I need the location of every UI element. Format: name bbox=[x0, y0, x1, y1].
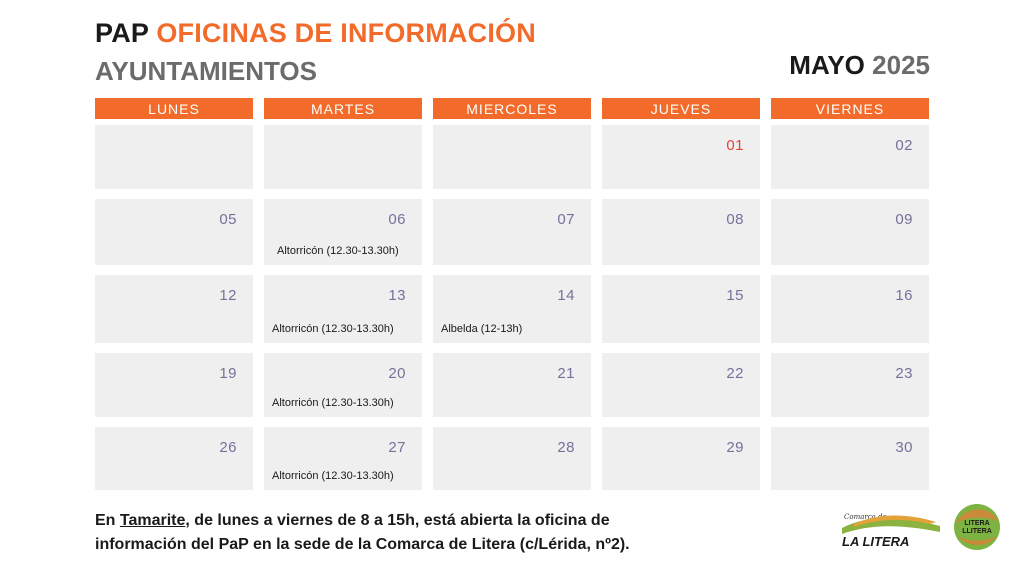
page-title: PAP OFICINAS DE INFORMACIÓN bbox=[95, 18, 536, 49]
day-number: 07 bbox=[557, 211, 575, 228]
day-number: 01 bbox=[726, 137, 744, 154]
calendar-day-cell: 15 bbox=[602, 275, 760, 343]
calendar-day-cell: 14 Albelda (12-13h) bbox=[433, 275, 591, 343]
day-number: 28 bbox=[557, 439, 575, 456]
day-number: 19 bbox=[219, 365, 237, 382]
weekday-header-jueves: JUEVES bbox=[602, 98, 760, 119]
footer-note: En Tamarite, de lunes a viernes de 8 a 1… bbox=[95, 509, 630, 557]
calendar-day-cell: 23 bbox=[771, 353, 929, 417]
footer-text-post: , de lunes a viernes de 8 a 15h, está ab… bbox=[185, 512, 610, 529]
calendar-day-cell: 12 bbox=[95, 275, 253, 343]
calendar-day-cell: 07 bbox=[433, 199, 591, 265]
office-hours-event: Albelda (12-13h) bbox=[441, 323, 523, 335]
weekday-header-martes: MARTES bbox=[264, 98, 422, 119]
calendar-day-cell: 06 Altorricón (12.30-13.30h) bbox=[264, 199, 422, 265]
partner-logo: LITERA LLITERA bbox=[954, 504, 1000, 550]
day-number: 27 bbox=[388, 439, 406, 456]
calendar-day-cell: 28 bbox=[433, 427, 591, 490]
day-number: 15 bbox=[726, 287, 744, 304]
day-number: 23 bbox=[895, 365, 913, 382]
calendar-day-cell: 05 bbox=[95, 199, 253, 265]
footer-line-2: información del PaP en la sede de la Com… bbox=[95, 536, 630, 553]
calendar-day-cell: 16 bbox=[771, 275, 929, 343]
office-hours-event: Altorricón (12.30-13.30h) bbox=[272, 470, 394, 482]
calendar-day-cell: 13 Altorricón (12.30-13.30h) bbox=[264, 275, 422, 343]
day-number: 16 bbox=[895, 287, 913, 304]
weekday-header-miercoles: MIERCOLES bbox=[433, 98, 591, 119]
calendar-day-cell bbox=[95, 125, 253, 189]
calendar-day-cell: 30 bbox=[771, 427, 929, 490]
calendar-day-cell: 09 bbox=[771, 199, 929, 265]
weekday-header-lunes: LUNES bbox=[95, 98, 253, 119]
day-number: 02 bbox=[895, 137, 913, 154]
day-number: 05 bbox=[219, 211, 237, 228]
calendar-day-cell: 29 bbox=[602, 427, 760, 490]
title-accent: OFICINAS DE INFORMACIÓN bbox=[156, 18, 536, 48]
office-hours-event: Altorricón (12.30-13.30h) bbox=[277, 245, 399, 257]
office-hours-event: Altorricón (12.30-13.30h) bbox=[272, 397, 394, 409]
calendar-day-cell: 02 bbox=[771, 125, 929, 189]
day-number: 09 bbox=[895, 211, 913, 228]
day-number: 26 bbox=[219, 439, 237, 456]
calendar-weeks: 01 02 05 06 Altorricón (12.30-13.30h) 07 08 09 1… bbox=[95, 125, 929, 490]
footer-place: Tamarite bbox=[119, 512, 186, 529]
day-number: 12 bbox=[219, 287, 237, 304]
day-number: 06 bbox=[388, 211, 406, 228]
weekday-header-row: LUNES MARTES MIERCOLES JUEVES VIERNES bbox=[95, 98, 929, 119]
day-number: 14 bbox=[557, 287, 575, 304]
month-label: MAYO bbox=[789, 50, 865, 80]
calendar-day-cell: 27 Altorricón (12.30-13.30h) bbox=[264, 427, 422, 490]
calendar-day-cell: 22 bbox=[602, 353, 760, 417]
office-hours-event: Altorricón (12.30-13.30h) bbox=[272, 323, 394, 335]
day-number: 13 bbox=[388, 287, 406, 304]
calendar-day-cell: 01 bbox=[602, 125, 760, 189]
day-number: 20 bbox=[388, 365, 406, 382]
partner-text-1: LITERA bbox=[964, 520, 989, 527]
calendar-day-cell: 19 bbox=[95, 353, 253, 417]
day-number: 21 bbox=[557, 365, 575, 382]
calendar-day-cell: 08 bbox=[602, 199, 760, 265]
partner-text-2: LLITERA bbox=[962, 528, 992, 535]
calendar-day-cell: 26 bbox=[95, 427, 253, 490]
calendar-grid: LUNES MARTES MIERCOLES JUEVES VIERNES 01 02 05… bbox=[95, 98, 929, 490]
calendar-day-cell bbox=[433, 125, 591, 189]
footer-line-1: En Tamarite, de lunes a viernes de 8 a 1… bbox=[95, 509, 630, 533]
month-year: MAYO 2025 bbox=[789, 50, 930, 81]
calendar-day-cell: 20 Altorricón (12.30-13.30h) bbox=[264, 353, 422, 417]
day-number: 08 bbox=[726, 211, 744, 228]
day-number: 30 bbox=[895, 439, 913, 456]
weekday-header-viernes: VIERNES bbox=[771, 98, 929, 119]
day-number: 22 bbox=[726, 365, 744, 382]
logo-main-text: LA LITERA bbox=[842, 534, 909, 549]
calendar-day-cell: 21 bbox=[433, 353, 591, 417]
title-prefix: PAP bbox=[95, 18, 149, 48]
day-number: 29 bbox=[726, 439, 744, 456]
logo-small-text: Comarca de bbox=[844, 513, 887, 521]
footer-text-pre: En bbox=[95, 512, 120, 529]
page-subtitle: AYUNTAMIENTOS bbox=[95, 56, 317, 86]
calendar-day-cell bbox=[264, 125, 422, 189]
year-label: 2025 bbox=[872, 50, 930, 80]
comarca-litera-logo: Comarca de LA LITERA bbox=[842, 513, 940, 549]
